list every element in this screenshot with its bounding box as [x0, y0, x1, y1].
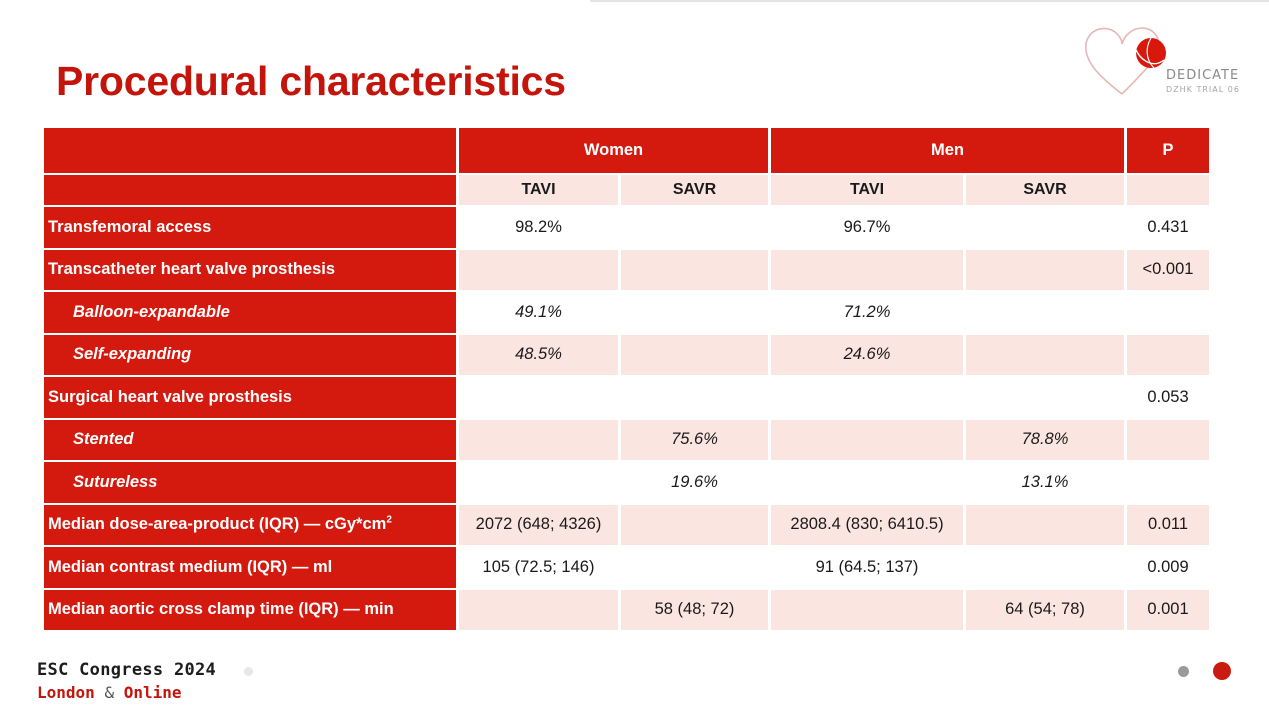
women-tavi-cell: 98.2%: [459, 207, 618, 248]
location-online: Online: [123, 683, 182, 702]
sub-header-corner-cell: [44, 175, 456, 205]
women-savr-cell: 75.6%: [621, 419, 768, 460]
dedicate-logo: DEDICATE DZHK TRIAL 06: [1082, 22, 1252, 102]
men-tavi-header: TAVI: [771, 175, 963, 205]
row-label: Balloon-expandable: [44, 292, 456, 333]
women-tavi-cell: [459, 462, 618, 503]
women-savr-cell: [621, 504, 768, 545]
header-corner-cell: [44, 128, 456, 173]
p-value-cell: [1127, 419, 1209, 460]
women-savr-cell: [621, 249, 768, 290]
row-label: Transcatheter heart valve prosthesis: [44, 249, 456, 290]
table-row: Transfemoral access 98.2% 96.7% 0.431: [44, 207, 1209, 248]
women-tavi-cell: [459, 419, 618, 460]
men-tavi-cell: [771, 589, 963, 630]
p-value-cell: [1127, 462, 1209, 503]
table-row: Median aortic cross clamp time (IQR) — m…: [44, 589, 1209, 630]
men-savr-cell: [966, 207, 1124, 248]
p-value-cell: 0.431: [1127, 207, 1209, 248]
logo-name: DEDICATE: [1166, 68, 1240, 83]
footer-dot-decoration: [244, 667, 253, 676]
row-label-superscript: 2: [386, 514, 392, 526]
women-tavi-cell: 49.1%: [459, 292, 618, 333]
p-value-cell: [1127, 292, 1209, 333]
men-savr-cell: 64 (54; 78): [966, 589, 1124, 630]
table-row: Surgical heart valve prosthesis 0.053: [44, 377, 1209, 418]
men-tavi-cell: 24.6%: [771, 334, 963, 375]
p-value-cell: [1127, 334, 1209, 375]
procedural-characteristics-table: Women Men P TAVI SAVR TAVI SAVR Transfem…: [41, 126, 1212, 632]
women-group-header: Women: [459, 128, 768, 173]
men-savr-cell: [966, 504, 1124, 545]
men-tavi-cell: [771, 249, 963, 290]
sub-header-row: TAVI SAVR TAVI SAVR: [44, 175, 1209, 205]
women-savr-cell: [621, 547, 768, 588]
men-savr-cell: [966, 334, 1124, 375]
p-value-cell: 0.011: [1127, 504, 1209, 545]
women-savr-cell: 58 (48; 72): [621, 589, 768, 630]
row-label: Median dose-area-product (IQR) — cGy*cm2: [44, 504, 456, 545]
p-value-cell: 0.001: [1127, 589, 1209, 630]
slide-title: Procedural characteristics: [56, 58, 566, 104]
men-savr-cell: [966, 547, 1124, 588]
row-label: Sutureless: [44, 462, 456, 503]
women-savr-cell: [621, 334, 768, 375]
top-divider: [590, 0, 1269, 2]
logo-subtitle: DZHK TRIAL 06: [1166, 85, 1240, 94]
row-label: Transfemoral access: [44, 207, 456, 248]
slide-dot-grey-icon: [1178, 666, 1189, 677]
men-savr-cell: 13.1%: [966, 462, 1124, 503]
p-value-cell: 0.009: [1127, 547, 1209, 588]
group-header-row: Women Men P: [44, 128, 1209, 173]
table-row: Balloon-expandable 49.1% 71.2%: [44, 292, 1209, 333]
row-label: Median contrast medium (IQR) — ml: [44, 547, 456, 588]
slide-dot-red-icon: [1213, 662, 1231, 680]
men-tavi-cell: [771, 377, 963, 418]
women-tavi-header: TAVI: [459, 175, 618, 205]
row-label-text: Median dose-area-product (IQR) — cGy*cm: [48, 515, 387, 534]
women-tavi-cell: [459, 589, 618, 630]
men-savr-cell: [966, 292, 1124, 333]
women-savr-header: SAVR: [621, 175, 768, 205]
table-row: Transcatheter heart valve prosthesis <0.…: [44, 249, 1209, 290]
table-row: Stented 75.6% 78.8%: [44, 419, 1209, 460]
men-group-header: Men: [771, 128, 1124, 173]
men-savr-cell: 78.8%: [966, 419, 1124, 460]
table-row: Self-expanding 48.5% 24.6%: [44, 334, 1209, 375]
row-label: Surgical heart valve prosthesis: [44, 377, 456, 418]
women-tavi-cell: 105 (72.5; 146): [459, 547, 618, 588]
congress-name: ESC Congress 2024: [37, 660, 217, 680]
women-tavi-cell: 2072 (648; 4326): [459, 504, 618, 545]
p-value-cell: <0.001: [1127, 249, 1209, 290]
men-tavi-cell: 2808.4 (830; 6410.5): [771, 504, 963, 545]
p-sub-header-cell: [1127, 175, 1209, 205]
women-savr-cell: [621, 377, 768, 418]
women-savr-cell: [621, 292, 768, 333]
women-savr-cell: 19.6%: [621, 462, 768, 503]
row-label: Stented: [44, 419, 456, 460]
women-savr-cell: [621, 207, 768, 248]
men-savr-header: SAVR: [966, 175, 1124, 205]
table-row: Median dose-area-product (IQR) — cGy*cm2…: [44, 504, 1209, 545]
men-tavi-cell: 96.7%: [771, 207, 963, 248]
men-tavi-cell: 91 (64.5; 137): [771, 547, 963, 588]
p-value-cell: 0.053: [1127, 377, 1209, 418]
heart-valve-logo-icon: [1085, 27, 1166, 95]
row-label: Median aortic cross clamp time (IQR) — m…: [44, 589, 456, 630]
women-tavi-cell: 48.5%: [459, 334, 618, 375]
location-city: London: [37, 683, 95, 702]
row-label: Self-expanding: [44, 334, 456, 375]
table-row: Sutureless 19.6% 13.1%: [44, 462, 1209, 503]
men-tavi-cell: [771, 462, 963, 503]
men-tavi-cell: 71.2%: [771, 292, 963, 333]
men-savr-cell: [966, 249, 1124, 290]
p-value-header: P: [1127, 128, 1209, 173]
women-tavi-cell: [459, 249, 618, 290]
women-tavi-cell: [459, 377, 618, 418]
men-tavi-cell: [771, 419, 963, 460]
table-row: Median contrast medium (IQR) — ml 105 (7…: [44, 547, 1209, 588]
location-ampersand: &: [104, 683, 115, 702]
congress-location: London & Online: [37, 683, 182, 702]
men-savr-cell: [966, 377, 1124, 418]
